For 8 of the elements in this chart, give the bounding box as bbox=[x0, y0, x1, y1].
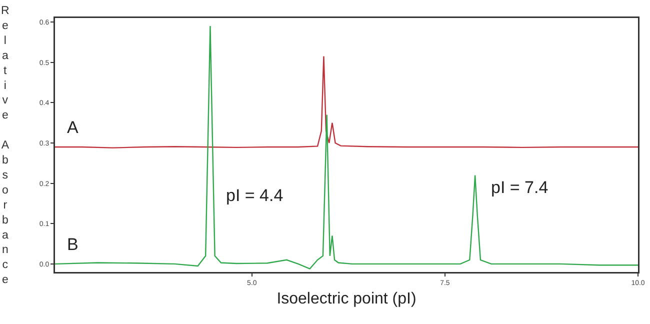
x-axis-title: Isoelectric point (pI) bbox=[276, 290, 416, 308]
text: Relative Absorbance bbox=[1, 5, 10, 286]
annotation: pI = 4.4 bbox=[226, 186, 284, 205]
series-label: A bbox=[67, 118, 79, 137]
line-series bbox=[55, 25, 638, 270]
annotation: pI = 7.4 bbox=[491, 178, 548, 197]
line-series bbox=[55, 56, 638, 148]
series-label: B bbox=[67, 235, 78, 254]
